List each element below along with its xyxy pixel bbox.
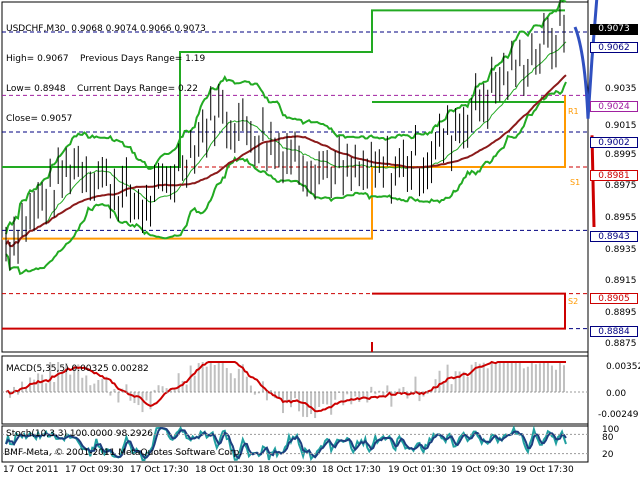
current-price-tag: 0.9073 [590, 24, 638, 35]
stoch-main [5, 425, 567, 462]
price-tick: 0.8915 [605, 276, 637, 286]
pivot-line [2, 95, 566, 240]
close-info: Close= 0.9057 [6, 114, 73, 124]
price-tick: 0.8895 [605, 308, 637, 318]
low-info: Low= 0.8948 Current Days Range= 0.22 [6, 84, 199, 94]
s1-label: S1 [570, 178, 581, 187]
macd-tick: 0.00 [606, 389, 627, 399]
bollinger-upper [5, 0, 567, 235]
price-tag: 0.8943 [590, 231, 638, 242]
forecast-arrow [573, 0, 599, 119]
s2-label: S2 [568, 297, 579, 306]
bollinger-mid [5, 41, 567, 247]
support-line-2 [2, 293, 566, 330]
price-tick: 0.8935 [605, 245, 637, 255]
pivot-label: R1 [568, 107, 579, 116]
price-tick: 0.9035 [605, 84, 637, 94]
time-tick: 18 Oct 01:30 [195, 465, 254, 475]
macd-tick: -0.00249 [598, 410, 639, 420]
price-tick: 0.8975 [605, 181, 637, 191]
macd-tick: 0.00352 [606, 362, 640, 372]
price-tag: 0.8981 [590, 170, 638, 181]
time-tick: 17 Oct 09:30 [65, 465, 124, 475]
price-tag: 0.8905 [590, 293, 638, 304]
symbol-ohlc: USDCHF,M30 0.9068 0.9074 0.9066 0.9073 [6, 24, 206, 34]
time-tick: 17 Oct 17:30 [130, 465, 189, 475]
macd-signal [5, 360, 566, 413]
high-info: High= 0.9067 Previous Days Range= 1.19 [6, 54, 206, 64]
macd-title: MACD(5,35,5) 0.00325 0.00282 [6, 364, 149, 374]
copyright-text: BMF-Meta, © 2001-2011 MetaQuotes Softwar… [4, 448, 243, 458]
time-tick: 19 Oct 09:30 [451, 465, 510, 475]
price-tag: 0.9002 [590, 137, 638, 148]
price-tag: 0.9024 [590, 101, 638, 112]
resistance-line [2, 9, 565, 168]
time-tick: 18 Oct 09:30 [258, 465, 317, 475]
stoch-title: Stoch(10,3,3) 100.0000 98.2926 [6, 429, 153, 439]
stoch-signal [5, 427, 567, 460]
time-tick: 19 Oct 01:30 [388, 465, 447, 475]
moving-average [5, 74, 567, 248]
chart-info: USDCHF,M30 0.9068 0.9074 0.9066 0.9073 H… [6, 4, 206, 134]
stoch-tick: 100 [602, 425, 620, 435]
time-tick: 19 Oct 17:30 [515, 465, 574, 475]
bollinger-lower [5, 81, 567, 276]
price-tick: 0.8995 [605, 150, 637, 160]
time-tick: 17 Oct 2011 [3, 465, 59, 475]
stoch-tick: 80 [602, 433, 614, 443]
support-line [372, 292, 566, 302]
price-tick: 0.8875 [605, 339, 637, 349]
time-tick: 18 Oct 17:30 [322, 465, 381, 475]
price-tag: 0.9062 [590, 42, 638, 53]
price-tick: 0.9015 [605, 121, 637, 131]
down-arrow [590, 135, 596, 228]
price-tag: 0.8884 [590, 326, 638, 337]
stoch-tick: 20 [602, 450, 614, 460]
price-tick: 0.8955 [605, 213, 637, 223]
